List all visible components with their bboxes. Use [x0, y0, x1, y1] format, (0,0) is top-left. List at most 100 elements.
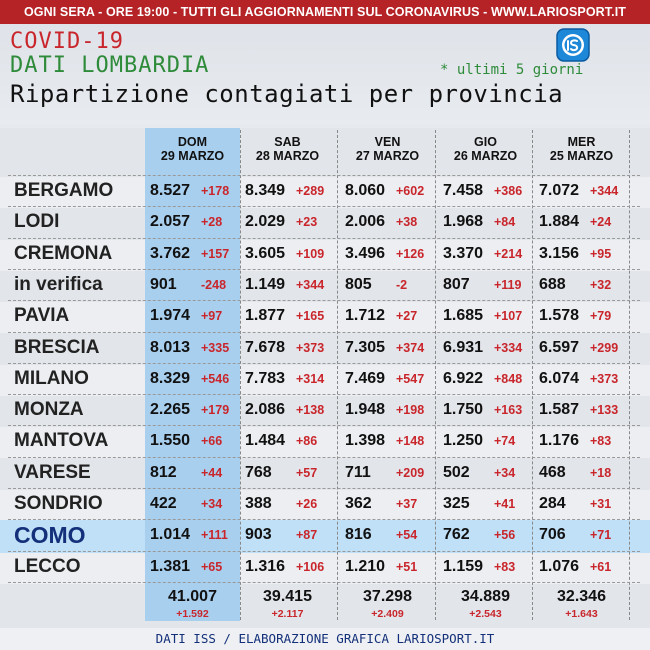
cases-delta: -2: [396, 277, 408, 292]
cases-delta: +37: [396, 497, 418, 511]
cases-delta: +133: [590, 403, 619, 418]
cases-value: 422: [150, 495, 177, 512]
row-divider: [8, 581, 640, 583]
cases-delta: +138: [296, 403, 325, 418]
cases-value: 805: [345, 275, 372, 293]
row-divider: [8, 362, 640, 364]
cases-delta: +546: [201, 371, 230, 386]
cases-delta: +95: [590, 246, 612, 261]
province-name: CREMONA: [14, 242, 113, 264]
title-subtitle: Ripartizione contagiati per provincia: [10, 80, 564, 108]
column-divider: [435, 130, 436, 620]
cases-delta: +109: [296, 246, 325, 261]
cases-delta: +56: [494, 528, 516, 543]
cases-delta: +54: [396, 528, 418, 543]
column-day: VEN: [374, 135, 401, 149]
cases-value: 1.484: [245, 432, 286, 450]
cases-value: 502: [443, 463, 470, 481]
row-divider: [8, 394, 640, 396]
column-header: GIO 26 MARZO: [438, 135, 533, 163]
column-divider: [629, 130, 630, 620]
province-name: MONZA: [14, 399, 84, 421]
cases-delta: +335: [201, 340, 230, 355]
cases-value: 3.605: [245, 244, 286, 262]
cases-delta: +28: [201, 215, 223, 230]
column-header: DOM 29 MARZO: [145, 135, 240, 163]
cases-delta: +24: [590, 215, 612, 230]
cases-delta: +386: [494, 184, 523, 198]
cases-delta: +314: [296, 371, 325, 386]
total-delta: +2.117: [271, 607, 304, 620]
province-name: BRESCIA: [14, 336, 100, 358]
cases-delta: +111: [201, 528, 228, 543]
cases-delta: +178: [201, 184, 230, 198]
cases-value: 2.265: [150, 401, 191, 419]
column-day: SAB: [274, 135, 301, 149]
cases-value: 3.762: [150, 244, 191, 262]
row-divider: [8, 331, 640, 333]
cases-value: 1.149: [245, 275, 286, 293]
cases-delta: +373: [590, 371, 619, 386]
cases-delta: +107: [494, 309, 523, 324]
cases-value: 8.013: [150, 338, 191, 356]
row-band: [0, 177, 650, 208]
cases-delta: +106: [296, 559, 325, 574]
cases-value: 1.578: [539, 307, 580, 325]
cases-delta: +148: [396, 434, 425, 449]
province-name: MILANO: [14, 367, 89, 389]
row-divider: [8, 268, 640, 270]
cases-delta: +602: [396, 184, 425, 198]
cases-delta: +547: [396, 371, 425, 386]
cases-delta: +374: [396, 340, 425, 355]
cases-value: 1.550: [150, 432, 191, 450]
cases-value: 6.922: [443, 369, 484, 387]
cases-value: 901: [150, 275, 177, 293]
cases-value: 7.783: [245, 369, 286, 387]
row-divider: [8, 456, 640, 458]
cases-value: 1.750: [443, 401, 484, 419]
cases-value: 7.469: [345, 369, 386, 387]
cases-value: 2.006: [345, 213, 386, 231]
cases-delta: +84: [494, 215, 516, 230]
cases-value: 8.527: [150, 182, 191, 199]
header-background: [0, 24, 650, 124]
row-band: [0, 364, 650, 396]
cases-delta: +26: [296, 497, 318, 511]
cases-value: 807: [443, 275, 470, 293]
column-date: 26 MARZO: [453, 149, 518, 163]
column-divider: [337, 130, 338, 620]
cases-delta: +61: [590, 559, 612, 574]
cases-value: 284: [539, 495, 566, 512]
cases-delta: +38: [396, 215, 418, 230]
cases-value: 1.712: [345, 307, 386, 325]
cases-delta: +119: [494, 277, 522, 292]
cases-delta: +27: [396, 309, 418, 324]
column-divider: [532, 130, 533, 620]
cases-delta: +83: [590, 434, 612, 449]
row-band: [0, 552, 650, 584]
cases-delta: +34: [494, 465, 516, 480]
cases-delta: +31: [590, 497, 612, 511]
province-name: PAVIA: [14, 305, 70, 327]
cases-value: 1.014: [150, 526, 191, 544]
column-header: MER 25 MARZO: [534, 135, 629, 163]
cases-value: 362: [345, 495, 372, 512]
cases-value: 8.329: [150, 369, 191, 387]
total-delta: +2.409: [371, 607, 404, 620]
cases-value: 1.968: [443, 213, 484, 231]
cases-delta: +209: [396, 465, 425, 480]
total-value: 34.889: [461, 587, 510, 605]
cases-value: 3.156: [539, 244, 580, 262]
cases-value: 6.597: [539, 338, 580, 356]
total-value: 39.415: [263, 587, 312, 605]
province-name: BERGAMO: [14, 180, 114, 201]
cases-value: 1.210: [345, 557, 386, 575]
top-banner: OGNI SERA - ORE 19:00 - TUTTI GLI AGGIOR…: [0, 0, 650, 24]
cases-value: 7.678: [245, 338, 286, 356]
total-delta: +1.643: [565, 607, 598, 620]
cases-value: 1.398: [345, 432, 386, 450]
cases-delta: +373: [296, 340, 325, 355]
column-day: MER: [567, 135, 596, 149]
row-divider: [8, 237, 640, 239]
cases-value: 1.076: [539, 557, 580, 575]
